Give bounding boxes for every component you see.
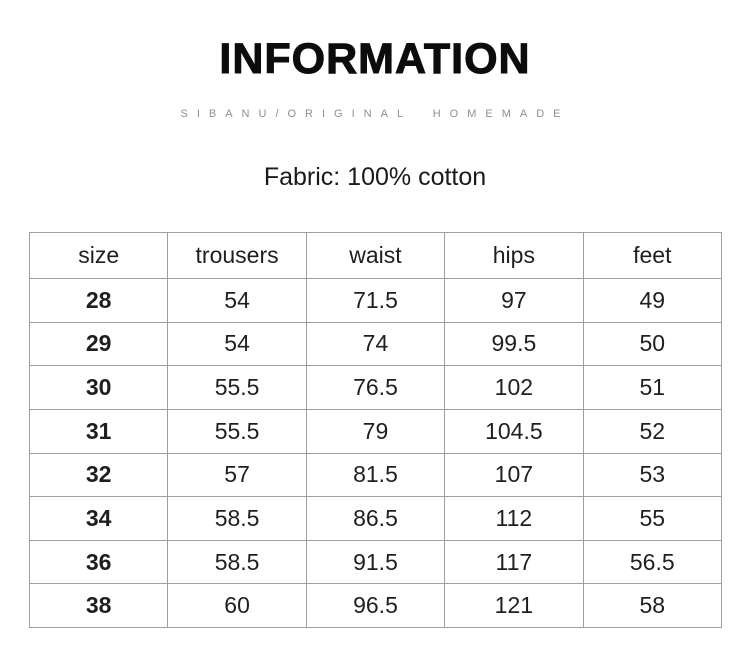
brand-subtitle: SIBANU/ORIGINAL HOMEMADE: [180, 108, 570, 120]
column-header-size: size: [28, 232, 169, 279]
hips-value: 102: [444, 365, 584, 410]
size-chart-body: 28 54 71.5 97 49 29 54 74 99.5 50 30 55.5 76.5 102 51 3…: [28, 278, 723, 628]
size-value: 31: [28, 408, 169, 454]
hips-value: 99.5: [444, 321, 584, 367]
trousers-value: 60: [167, 583, 307, 628]
waist-value: 96.5: [305, 583, 446, 628]
hips-value: 112: [444, 496, 584, 541]
column-header-waist: waist: [305, 232, 446, 279]
trousers-value: 58.5: [167, 539, 307, 585]
trousers-value: 55.5: [167, 408, 307, 454]
size-row-30: 30 55.5 76.5 102 51: [28, 365, 723, 410]
feet-value: 49: [582, 278, 723, 323]
feet-value: 51: [582, 365, 723, 410]
column-header-trousers: trousers: [167, 232, 307, 279]
waist-value: 91.5: [305, 539, 446, 585]
size-value: 34: [28, 496, 169, 541]
size-row-34: 34 58.5 86.5 112 55: [28, 496, 723, 541]
waist-value: 79: [305, 408, 446, 454]
size-chart-header-row: size trousers waist hips feet: [28, 232, 723, 279]
trousers-value: 54: [167, 278, 307, 323]
feet-value: 58: [582, 583, 723, 628]
size-row-32: 32 57 81.5 107 53: [28, 452, 723, 498]
trousers-value: 58.5: [167, 496, 307, 541]
size-value: 29: [28, 321, 169, 367]
fabric-note: Fabric: 100% cotton: [263, 163, 487, 191]
trousers-value: 57: [167, 452, 307, 498]
feet-value: 53: [582, 452, 723, 498]
size-value: 38: [28, 583, 169, 628]
size-value: 30: [28, 365, 169, 410]
size-row-29: 29 54 74 99.5 50: [28, 321, 723, 367]
trousers-value: 54: [167, 321, 307, 367]
hips-value: 121: [444, 583, 584, 628]
size-row-31: 31 55.5 79 104.5 52: [28, 408, 723, 454]
waist-value: 74: [305, 321, 446, 367]
feet-value: 56.5: [582, 539, 723, 585]
waist-value: 71.5: [305, 278, 446, 323]
page-title: INFORMATION: [219, 35, 531, 83]
size-value: 36: [28, 539, 169, 585]
hips-value: 117: [444, 539, 584, 585]
size-value: 32: [28, 452, 169, 498]
column-header-hips: hips: [444, 232, 584, 279]
hips-value: 97: [444, 278, 584, 323]
size-row-38: 38 60 96.5 121 58: [28, 583, 723, 628]
trousers-value: 55.5: [167, 365, 307, 410]
waist-value: 76.5: [305, 365, 446, 410]
feet-value: 55: [582, 496, 723, 541]
hips-value: 107: [444, 452, 584, 498]
feet-value: 50: [582, 321, 723, 367]
size-row-28: 28 54 71.5 97 49: [28, 278, 723, 323]
hips-value: 104.5: [444, 408, 584, 454]
feet-value: 52: [582, 408, 723, 454]
waist-value: 86.5: [305, 496, 446, 541]
size-value: 28: [28, 278, 169, 323]
waist-value: 81.5: [305, 452, 446, 498]
size-row-36: 36 58.5 91.5 117 56.5: [28, 539, 723, 585]
column-header-feet: feet: [582, 232, 723, 279]
size-chart-table: size trousers waist hips feet 28 54 71.5 97 49 29…: [28, 232, 723, 628]
